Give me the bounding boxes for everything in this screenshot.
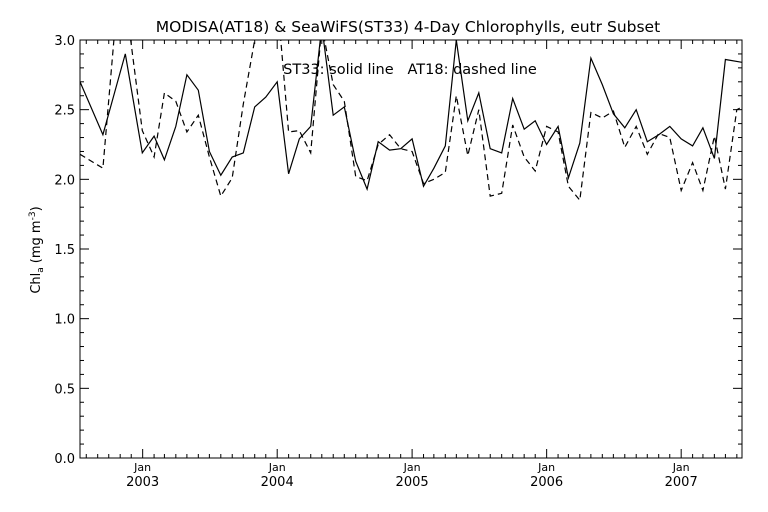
plot-frame	[79, 39, 743, 459]
y-tick-label: 3.0	[54, 34, 75, 49]
y-tick-label: 0.0	[54, 452, 75, 467]
plot-area	[80, 40, 742, 202]
y-axis-label-units: (mg m	[29, 220, 44, 263]
x-tick-year-label: 2004	[261, 475, 294, 490]
series-line-at18	[80, 40, 742, 202]
chart-title: MODISA(AT18) & SeaWiFS(ST33) 4-Day Chlor…	[156, 18, 660, 36]
y-tick-label: 2.0	[54, 173, 75, 188]
x-tick-month-label: Jan	[133, 461, 151, 474]
y-axis-label-close: )	[29, 206, 44, 211]
series-line-st33	[80, 40, 742, 192]
y-axis-label-superscript: -3	[28, 211, 38, 220]
y-axis-label: Chla (mg m-3)	[28, 206, 46, 293]
x-tick-month-label: Jan	[672, 461, 690, 474]
y-tick-label: 1.0	[54, 313, 75, 328]
x-tick-month-label: Jan	[537, 461, 555, 474]
y-tick-label: 2.5	[54, 104, 75, 119]
line-style-annotation: ST33: solid line AT18: dashed line	[283, 62, 537, 78]
x-tick-month-label: Jan	[268, 461, 286, 474]
x-tick-year-label: 2003	[126, 475, 159, 490]
x-tick-month-label: Jan	[403, 461, 421, 474]
y-tick-label: 0.5	[54, 382, 75, 397]
x-tick-year-label: 2006	[530, 475, 563, 490]
axes: 0.00.51.01.52.02.53.0Jan2003Jan2004Jan20…	[54, 34, 743, 490]
y-axis-label-main: Chl	[29, 273, 44, 294]
y-axis-label-subscript: a	[36, 267, 46, 273]
x-tick-year-label: 2005	[396, 475, 429, 490]
y-tick-label: 1.5	[54, 243, 75, 258]
x-tick-year-label: 2007	[665, 475, 698, 490]
